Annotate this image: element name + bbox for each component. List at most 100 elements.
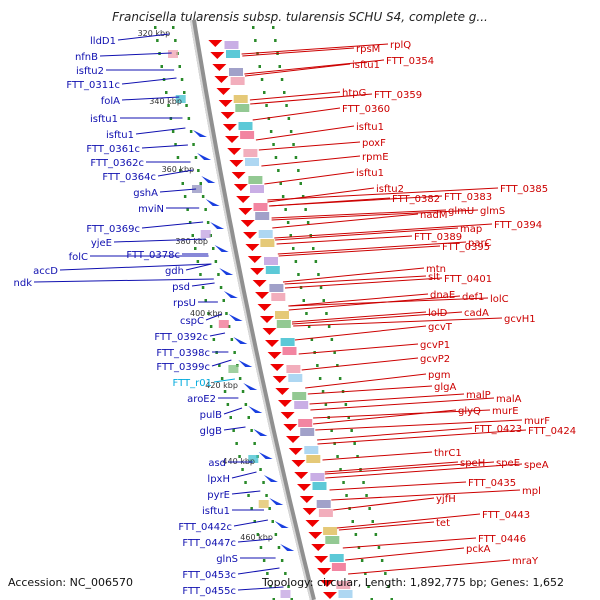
track-dot	[247, 416, 250, 419]
reverse-gene-label: mtn	[426, 264, 446, 275]
reverse-strand-gene-arrow	[247, 256, 262, 263]
track-dot	[302, 299, 305, 302]
right-label-connector	[324, 461, 495, 475]
left-label-connector	[233, 519, 268, 527]
reverse-gene-label: nadM	[420, 210, 447, 221]
right-label-connector	[244, 63, 351, 77]
reverse-strand-gene-arrow	[233, 184, 248, 191]
reverse-strand-gene-arrow	[285, 436, 300, 443]
feature-band	[294, 401, 309, 409]
feature-band	[292, 392, 307, 400]
kbp-tick-label: 360 kbp	[162, 165, 195, 174]
reverse-strand-gene-arrow	[314, 556, 329, 563]
track-dot	[294, 156, 298, 159]
track-dot	[351, 520, 354, 523]
track-dot	[256, 533, 260, 536]
left-label-connector	[113, 238, 206, 243]
track-dot	[390, 598, 393, 600]
feature-band	[280, 338, 295, 346]
reverse-strand-gene-arrow	[255, 292, 270, 299]
feature-band	[233, 95, 248, 103]
reverse-gene-label: glyQ	[458, 406, 481, 417]
track-dot	[317, 273, 320, 276]
track-dot	[356, 455, 359, 458]
right-label-connector	[258, 141, 361, 151]
track-dot	[377, 546, 381, 549]
feature-band	[248, 455, 259, 463]
track-dot	[199, 273, 202, 276]
track-dot	[188, 221, 192, 224]
reverse-strand-gene-arrow	[210, 52, 225, 59]
right-label-connector	[289, 297, 489, 307]
left-label-connector	[223, 407, 243, 415]
reverse-strand-gene-arrow	[288, 448, 303, 455]
reverse-gene-label: FTT_0395	[442, 242, 490, 253]
track-dot	[196, 260, 200, 263]
reverse-gene-label: pckA	[466, 544, 491, 555]
track-dot	[339, 468, 342, 471]
feature-band	[298, 419, 313, 427]
feature-band	[260, 239, 275, 247]
track-dot	[285, 104, 288, 107]
feature-band	[318, 509, 333, 517]
track-dot	[250, 429, 253, 432]
reverse-strand-gene-arrow	[243, 232, 258, 239]
track-dot	[316, 364, 319, 367]
reverse-strand-gene-arrow	[302, 508, 317, 515]
right-label-connector	[242, 47, 355, 57]
track-dot	[191, 234, 194, 237]
reverse-strand-gene-arrow	[308, 532, 323, 539]
reverse-strand-gene-arrow	[225, 136, 239, 143]
genome-backbone-highlight	[190, 19, 312, 600]
track-dot	[233, 351, 236, 354]
track-dot	[364, 572, 367, 575]
feature-band	[325, 536, 340, 544]
reverse-gene-label: speA	[524, 460, 549, 471]
track-dot	[345, 494, 348, 497]
reverse-gene-label: FTT_0443	[482, 510, 530, 521]
reverse-strand-gene-arrow	[294, 472, 309, 479]
track-dot	[325, 312, 328, 315]
forward-gene-label: ndk	[14, 278, 33, 289]
reverse-strand-gene-arrow	[227, 148, 242, 155]
forward-gene-label: FTT_0442c	[178, 522, 232, 533]
left-label-connector	[213, 378, 235, 383]
right-label-connector	[293, 317, 503, 327]
track-dot	[290, 598, 293, 600]
reverse-gene-label: murF	[524, 416, 550, 427]
left-label-connector	[223, 426, 246, 431]
track-dot	[230, 338, 234, 341]
feature-band	[338, 590, 353, 598]
track-dot	[357, 546, 361, 549]
page-title: Francisella tularensis subsp. tularensis…	[112, 10, 488, 24]
feature-band	[250, 185, 264, 193]
track-dot	[174, 143, 177, 146]
reverse-gene-label: thrC1	[434, 448, 462, 459]
left-label-connector	[231, 490, 261, 495]
feature-band	[304, 446, 319, 454]
right-label-connector	[322, 451, 433, 461]
reverse-gene-label: map	[460, 224, 482, 235]
feature-band	[255, 212, 270, 220]
reverse-gene-label: FTT_0360	[342, 104, 390, 115]
feature-band	[245, 158, 259, 166]
track-dot	[286, 221, 290, 224]
forward-gene-label: isftu1	[202, 506, 230, 517]
track-dot	[214, 260, 218, 263]
track-dot	[217, 273, 220, 276]
track-dot	[274, 533, 278, 536]
track-dot	[178, 65, 181, 68]
track-dot	[265, 494, 268, 497]
reverse-strand-gene-arrow	[262, 328, 277, 335]
reverse-gene-label: gcvH1	[504, 314, 536, 325]
left-label-connector	[159, 188, 197, 193]
track-dot	[342, 481, 345, 484]
track-dot	[297, 169, 300, 172]
right-label-connector	[309, 393, 465, 405]
right-label-connector	[250, 93, 373, 105]
track-dot	[259, 546, 263, 549]
forward-gene-label: FTT_0455c	[182, 586, 236, 597]
track-dot	[299, 182, 302, 185]
track-dot	[274, 156, 278, 159]
right-label-connector	[348, 559, 511, 575]
